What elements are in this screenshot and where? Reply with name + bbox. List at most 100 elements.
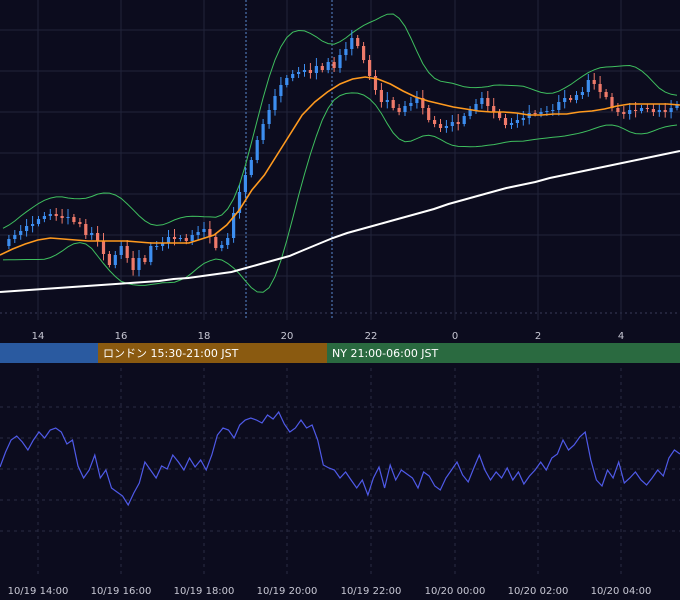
candle bbox=[450, 122, 454, 126]
candle bbox=[521, 118, 525, 120]
candle bbox=[178, 238, 182, 239]
oscillator-line bbox=[0, 410, 680, 507]
price-x-tick-label: 0 bbox=[452, 331, 458, 342]
candle bbox=[25, 226, 29, 231]
candle bbox=[628, 110, 632, 114]
price-x-tick-label: 20 bbox=[281, 331, 294, 342]
candle bbox=[492, 106, 496, 112]
session-label: ロンドン 15:30-21:00 JST bbox=[103, 347, 239, 360]
candle bbox=[36, 219, 41, 224]
axis-ticks: 14 16 18 20 22 0 2 4 10/19 14:00 10/19 16:00 10/19… bbox=[8, 331, 652, 597]
candle bbox=[533, 113, 537, 114]
candle bbox=[196, 232, 200, 235]
candle bbox=[657, 110, 661, 112]
price-x-tick-label: 22 bbox=[365, 331, 378, 342]
grid bbox=[0, 0, 680, 575]
candle bbox=[444, 126, 448, 128]
oscillator-x-tick-label: 10/20 02:00 bbox=[508, 586, 569, 597]
candle bbox=[574, 95, 579, 100]
candle bbox=[202, 229, 206, 232]
candle bbox=[220, 245, 224, 248]
oscillator-x-tick-label: 10/19 22:00 bbox=[341, 586, 402, 597]
candle bbox=[243, 175, 247, 192]
candle bbox=[634, 110, 638, 111]
candle bbox=[403, 106, 407, 112]
candle bbox=[503, 118, 508, 125]
candle bbox=[474, 104, 478, 110]
candle bbox=[60, 216, 64, 218]
candle bbox=[338, 55, 342, 68]
candle bbox=[456, 122, 460, 124]
candle bbox=[48, 214, 52, 216]
candle bbox=[385, 100, 389, 102]
candle bbox=[551, 110, 555, 111]
candle bbox=[314, 66, 318, 73]
candle bbox=[78, 222, 82, 224]
candle bbox=[391, 100, 395, 108]
price-x-tick-label: 2 bbox=[535, 331, 541, 342]
candle bbox=[155, 246, 159, 247]
candle bbox=[515, 120, 519, 123]
oscillator-chart bbox=[0, 410, 680, 507]
oscillator-x-tick-label: 10/20 04:00 bbox=[591, 586, 652, 597]
session-segment bbox=[0, 343, 98, 363]
candle bbox=[651, 109, 655, 112]
candle bbox=[610, 97, 614, 108]
candle bbox=[161, 243, 165, 246]
candle bbox=[421, 98, 425, 108]
candle bbox=[604, 92, 608, 97]
candle bbox=[362, 46, 366, 60]
candle bbox=[13, 235, 17, 239]
candle bbox=[509, 123, 514, 125]
candle bbox=[249, 160, 253, 175]
candle bbox=[486, 98, 490, 106]
candle bbox=[639, 108, 644, 111]
candle bbox=[563, 98, 567, 102]
candle bbox=[433, 120, 437, 124]
candle bbox=[137, 258, 141, 270]
candle bbox=[214, 237, 218, 248]
candle bbox=[427, 108, 431, 120]
candle bbox=[232, 213, 236, 238]
candle bbox=[107, 254, 111, 265]
candle bbox=[557, 102, 561, 110]
candle bbox=[409, 103, 413, 106]
candle bbox=[7, 239, 11, 246]
oscillator-x-tick-label: 10/19 20:00 bbox=[257, 586, 318, 597]
candle bbox=[616, 108, 620, 112]
candle bbox=[90, 233, 94, 235]
candle bbox=[72, 217, 76, 222]
bollinger-upper bbox=[2, 13, 678, 229]
candle bbox=[66, 217, 70, 218]
price-chart bbox=[0, 0, 680, 320]
candle bbox=[586, 80, 590, 92]
candle bbox=[297, 72, 301, 74]
candle bbox=[379, 90, 383, 102]
candle bbox=[569, 98, 573, 100]
price-x-tick-label: 4 bbox=[618, 331, 624, 342]
session-segment bbox=[327, 343, 680, 363]
candle bbox=[131, 258, 135, 270]
candle bbox=[166, 237, 171, 243]
candle bbox=[669, 108, 673, 112]
candle bbox=[208, 229, 212, 237]
candle bbox=[545, 111, 549, 112]
moving-average-slow-line bbox=[0, 150, 680, 293]
candle bbox=[172, 237, 177, 239]
candle bbox=[267, 110, 271, 124]
candle bbox=[675, 104, 679, 108]
candle bbox=[31, 224, 35, 226]
candle bbox=[622, 112, 626, 114]
price-x-tick-label: 14 bbox=[32, 331, 45, 342]
candle bbox=[302, 70, 307, 72]
candle bbox=[84, 224, 88, 235]
candle bbox=[438, 124, 443, 128]
candle bbox=[285, 78, 289, 85]
candle bbox=[356, 38, 360, 46]
candle bbox=[184, 238, 188, 241]
bollinger-lower bbox=[2, 92, 678, 293]
candle bbox=[237, 192, 242, 213]
candle bbox=[326, 62, 330, 70]
candle bbox=[350, 38, 354, 49]
